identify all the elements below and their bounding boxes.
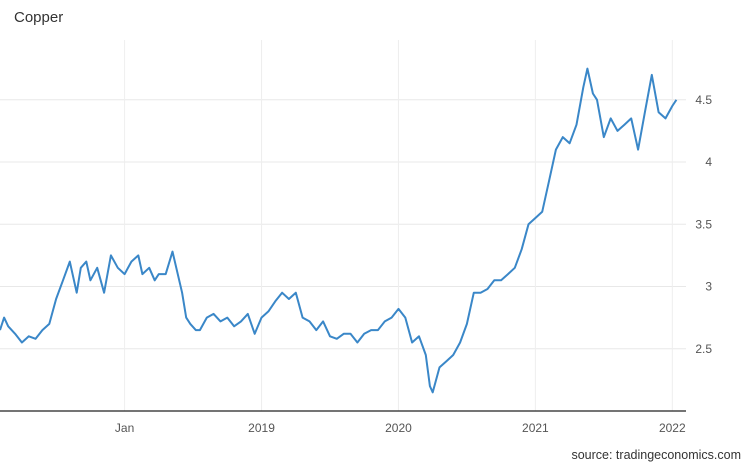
chart-title: Copper [14,9,64,26]
y-tick-label: 3 [705,280,712,294]
y-tick-label: 3.5 [695,217,712,231]
x-tick-label: 2021 [522,421,549,435]
x-tick-label: Jan [115,421,134,435]
y-tick-label: 4 [705,155,712,169]
y-tick-label: 2.5 [695,342,712,356]
source-credit: source: tradingeconomics.com [571,448,741,462]
y-axis-ticks: 2.5 3 3.5 4 4.5 [695,93,712,356]
grid-lines [0,40,686,411]
x-tick-label: 2020 [385,421,412,435]
series-line [0,67,678,394]
y-tick-label: 4.5 [695,93,712,107]
x-tick-label: 2022 [659,421,686,435]
x-tick-label: 2019 [248,421,275,435]
x-axis-ticks: Jan 2019 2020 2021 2022 [115,421,686,435]
